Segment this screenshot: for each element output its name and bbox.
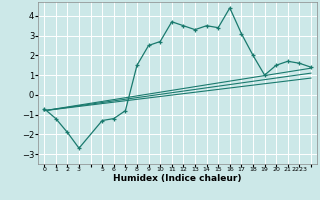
X-axis label: Humidex (Indice chaleur): Humidex (Indice chaleur): [113, 174, 242, 183]
